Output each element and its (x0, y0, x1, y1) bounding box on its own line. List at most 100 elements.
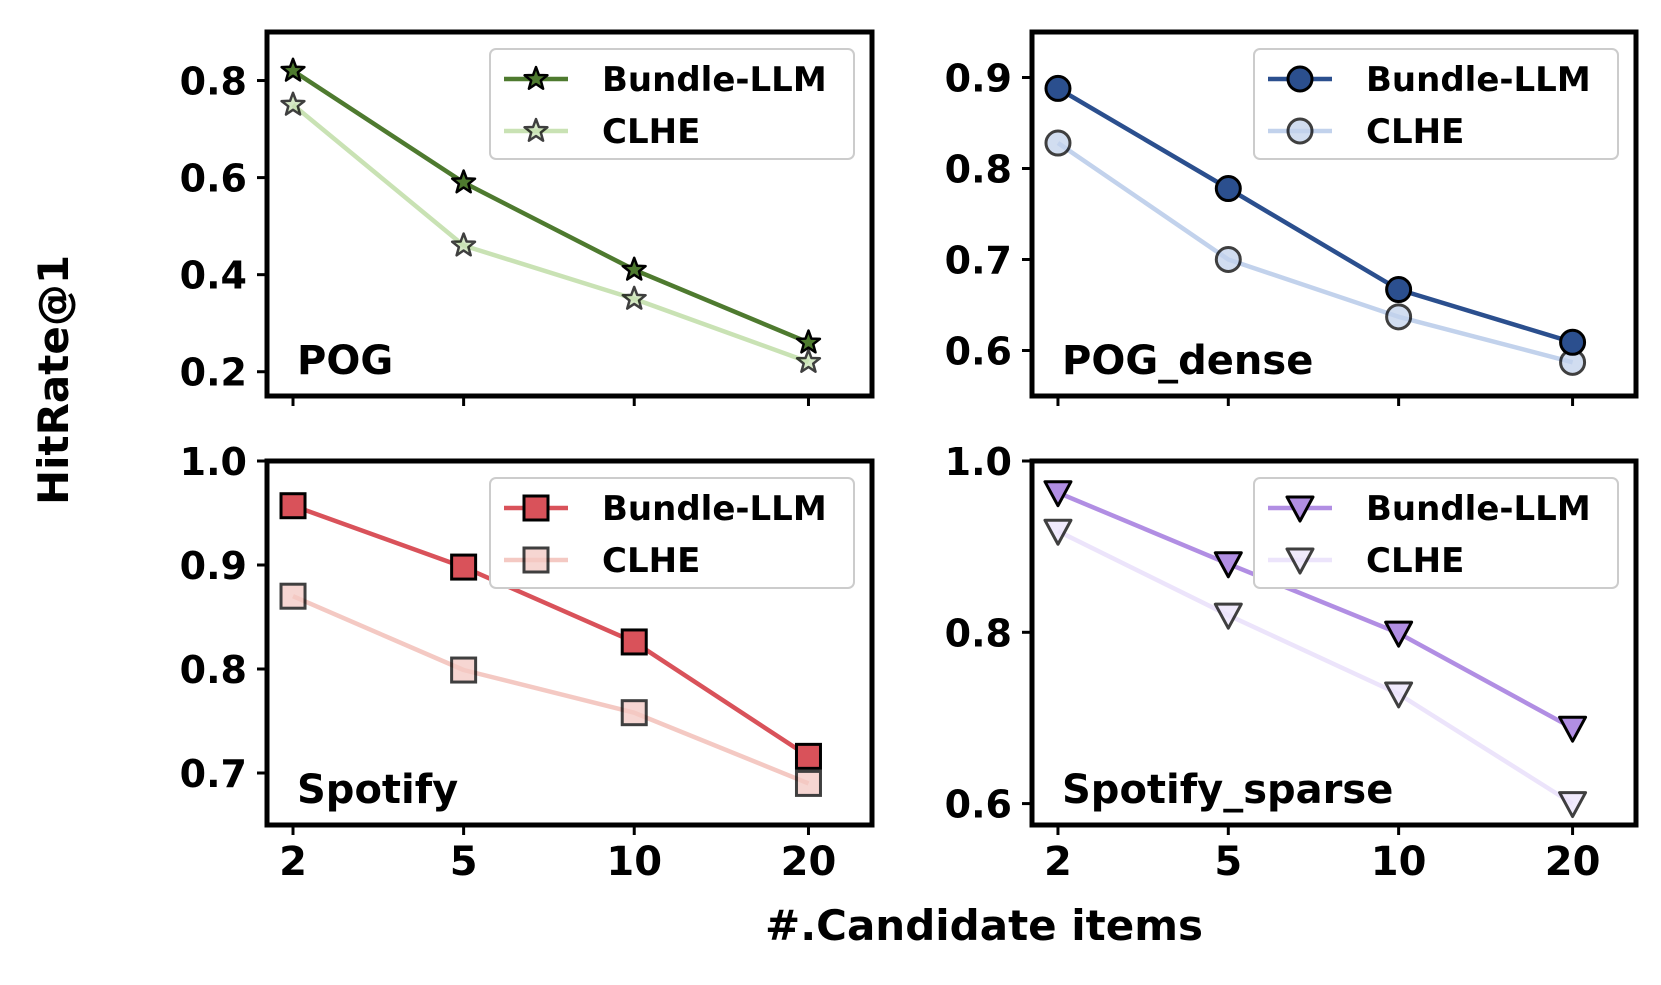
series-line (1056, 141, 1574, 365)
legend-marker (522, 546, 550, 574)
y-tick-label: 1.0 (945, 440, 1012, 484)
series-line (1056, 86, 1574, 345)
legend-label: CLHE (602, 112, 700, 152)
y-tick-label: 0.6 (180, 157, 247, 201)
data-point-bundle-llm (1044, 74, 1072, 102)
legend-box (489, 477, 855, 589)
data-point-clhe (1384, 681, 1414, 709)
axes-frame (1029, 29, 1639, 399)
series-bundle-llm (1043, 480, 1588, 743)
series-line (1057, 529, 1574, 806)
data-point-bundle-llm (621, 256, 647, 281)
data-point-clhe (1044, 129, 1072, 157)
data-point-bundle-llm (450, 169, 477, 194)
x-tick-label: 2 (279, 839, 307, 885)
data-point-clhe (621, 285, 647, 310)
axes-frame (264, 458, 875, 828)
y-tick-label: 1.0 (180, 440, 247, 484)
x-axis-label: #.Candidate items (765, 901, 1203, 950)
data-point-bundle-llm (1385, 276, 1413, 304)
x-tick-label: 10 (1371, 839, 1427, 885)
data-point-clhe (794, 769, 822, 797)
panel-spotify: 0.7 0.8 0.9 1.0 2 5 10 20 Spotify Bundle-LLM CLHE (180, 440, 875, 885)
legend: Bundle-LLM CLHE (1253, 48, 1619, 160)
legend-marker (1286, 65, 1314, 93)
data-point-clhe (450, 232, 477, 257)
data-point-clhe (795, 348, 822, 373)
series-bundle-llm (280, 57, 822, 354)
y-tick-label: 0.6 (945, 783, 1012, 827)
legend: Bundle-LLM CLHE (489, 477, 855, 589)
legend-label: Bundle-LLM (1366, 489, 1591, 529)
panel-title: POG_dense (1062, 338, 1313, 384)
data-point-clhe (1214, 246, 1242, 273)
panel-title: Spotify_sparse (1062, 767, 1393, 813)
y-tick-label: 0.8 (945, 148, 1012, 192)
panel-spotify-sparse: 0.6 0.8 1.0 2 5 10 20 Spotify_sparse Bundle-LLM C… (945, 440, 1639, 885)
series-line (292, 594, 810, 786)
data-point-clhe (279, 582, 307, 610)
data-point-clhe (1558, 791, 1588, 819)
data-point-bundle-llm (1559, 328, 1587, 356)
y-axis-label: HitRate@1 (29, 255, 78, 505)
legend-box (1253, 48, 1619, 160)
legend-label: Bundle-LLM (602, 60, 827, 100)
legend-marker (522, 494, 550, 522)
y-tick-label: 0.7 (180, 752, 247, 796)
series-clhe (1043, 518, 1588, 819)
legend: Bundle-LLM CLHE (1253, 477, 1619, 589)
legend-marker (1285, 495, 1315, 523)
y-tick-label: 0.8 (180, 648, 247, 692)
legend-label: CLHE (602, 541, 700, 581)
data-point-bundle-llm (450, 553, 478, 581)
series-bundle-llm (279, 492, 822, 770)
legend-label: CLHE (1366, 541, 1464, 581)
data-point-bundle-llm (1558, 715, 1588, 743)
panel-title: POG (297, 338, 393, 384)
y-tick-label: 0.2 (180, 351, 247, 395)
data-point-bundle-llm (1043, 480, 1073, 508)
y-tick-label: 0.4 (180, 254, 247, 298)
legend-box (489, 48, 855, 160)
data-point-clhe (1213, 602, 1243, 630)
series-clhe (1044, 129, 1587, 376)
series-bundle-llm (1044, 74, 1587, 356)
legend: Bundle-LLM CLHE (489, 48, 855, 160)
y-tick-label: 0.8 (180, 60, 247, 104)
y-tick-label: 0.6 (945, 330, 1012, 374)
x-tick-label: 20 (1545, 839, 1601, 885)
legend-box (1253, 477, 1619, 589)
legend-marker (523, 65, 549, 90)
data-point-bundle-llm (795, 329, 822, 354)
axes-frame (1029, 458, 1639, 828)
data-point-bundle-llm (1213, 551, 1243, 579)
series-line (292, 503, 810, 759)
series-line (291, 103, 810, 365)
data-point-bundle-llm (794, 742, 822, 770)
data-point-clhe (1385, 303, 1413, 331)
series-line (291, 68, 810, 345)
x-tick-label: 20 (781, 839, 837, 885)
data-point-bundle-llm (279, 492, 307, 520)
x-tick-label: 5 (1214, 839, 1242, 885)
data-point-bundle-llm (620, 628, 648, 656)
panel-title: Spotify (297, 767, 458, 813)
series-clhe (279, 582, 822, 797)
panel-pog: 0.2 0.4 0.6 0.8 POG Bundle-LLM CLHE (180, 29, 875, 406)
y-tick-label: 0.9 (945, 57, 1012, 101)
y-tick-label: 0.7 (945, 239, 1012, 283)
legend-label: Bundle-LLM (602, 489, 827, 529)
data-point-clhe (1043, 518, 1073, 546)
axes-frame (264, 29, 875, 399)
series-line (1057, 490, 1574, 731)
series-clhe (280, 91, 822, 373)
panel-pog-dense: 0.6 0.7 0.8 0.9 POG_dense Bundle-LLM CLHE (945, 29, 1639, 406)
x-tick-label: 2 (1044, 839, 1072, 885)
y-tick-label: 0.8 (945, 611, 1012, 655)
legend-label: Bundle-LLM (1366, 60, 1591, 100)
legend-marker (1285, 547, 1315, 575)
y-tick-label: 0.9 (180, 544, 247, 588)
data-point-bundle-llm (1214, 175, 1242, 203)
x-tick-label: 5 (450, 839, 478, 885)
